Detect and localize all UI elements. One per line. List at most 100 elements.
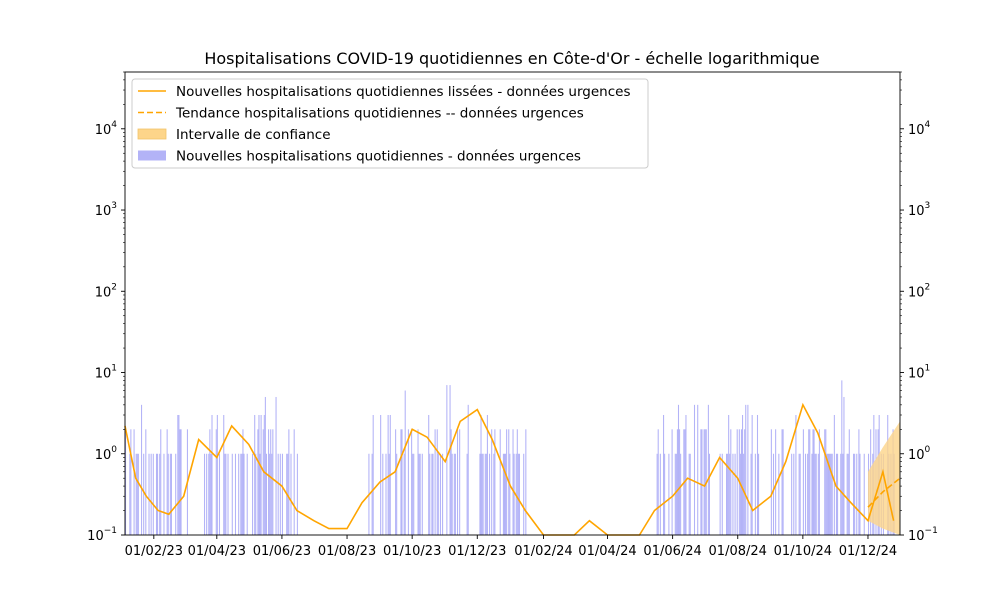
bar <box>781 429 783 535</box>
y-tick-label-left: 103 <box>95 201 117 219</box>
x-tick-label: 01/12/24 <box>839 544 897 559</box>
bar <box>136 453 138 535</box>
bar <box>656 453 658 535</box>
bar <box>668 453 670 535</box>
bar <box>688 453 690 535</box>
bar <box>677 404 680 535</box>
bar <box>208 453 210 535</box>
legend: Nouvelles hospitalisations quotidiennes … <box>131 78 649 169</box>
bars-layer <box>125 380 895 535</box>
axes-layer: 01/02/23 01/04/23 01/06/23 01/08/23 01/10/23… <box>87 71 938 559</box>
bar <box>726 453 728 535</box>
bar <box>432 453 434 535</box>
legend-label: Nouvelles hospitalisations quotidiennes … <box>176 84 630 100</box>
chart-title: Hospitalisations COVID-19 quotidiennes e… <box>204 49 819 68</box>
legend-box <box>131 78 649 169</box>
legend-label: Intervalle de confiance <box>176 127 331 143</box>
bar <box>203 453 206 535</box>
bar <box>218 453 221 535</box>
bar <box>293 429 295 535</box>
bar <box>442 453 444 535</box>
bar <box>225 453 227 535</box>
bar <box>268 429 270 535</box>
bar <box>708 453 710 535</box>
bar <box>772 453 775 535</box>
bar <box>160 429 162 535</box>
bar <box>830 453 832 535</box>
bar <box>418 453 420 535</box>
bar <box>264 396 266 535</box>
bar <box>180 429 182 535</box>
y-tick-label-left: 10−1 <box>87 526 117 544</box>
bar <box>719 453 721 535</box>
x-tick-label: 01/02/23 <box>125 544 183 559</box>
bar <box>269 453 271 535</box>
legend-swatch-patch <box>137 128 167 140</box>
bar <box>657 429 659 535</box>
bar <box>421 453 423 535</box>
bar <box>227 453 229 535</box>
bar <box>255 453 257 535</box>
bar <box>734 453 736 535</box>
bar <box>243 453 245 535</box>
bar <box>732 453 734 535</box>
bar <box>466 453 468 535</box>
bar <box>841 380 843 535</box>
bar <box>506 429 508 535</box>
bar <box>516 429 518 535</box>
smoothed-line <box>124 402 895 536</box>
bar <box>238 453 240 535</box>
bar <box>417 429 419 535</box>
bar <box>170 453 172 535</box>
bar <box>778 453 780 535</box>
bar <box>242 429 244 535</box>
bar <box>751 414 753 535</box>
bar <box>730 429 732 535</box>
bar <box>372 414 374 535</box>
bar <box>739 453 741 535</box>
bar <box>395 429 397 535</box>
x-tick-label: 01/10/23 <box>383 544 441 559</box>
bar <box>223 414 225 535</box>
bar <box>485 453 487 535</box>
bar <box>663 414 665 535</box>
y-tick-label-right: 101 <box>908 364 930 382</box>
bar <box>157 453 159 535</box>
bar <box>858 429 860 535</box>
x-tick-label: 01/10/24 <box>774 544 832 559</box>
bar <box>385 453 387 535</box>
bar <box>824 429 826 535</box>
bar <box>509 453 511 535</box>
bar <box>240 453 242 535</box>
x-tick-label: 01/04/23 <box>188 544 246 559</box>
bar <box>659 453 661 535</box>
bar <box>290 453 292 535</box>
y-tick-label-left: 104 <box>95 120 118 138</box>
bar <box>740 429 743 535</box>
bar <box>167 453 169 535</box>
bar <box>277 453 279 535</box>
bar <box>401 429 403 535</box>
legend-label: Tendance hospitalisations quotidiennes -… <box>175 106 584 122</box>
bar <box>807 453 809 535</box>
bar <box>396 453 398 535</box>
bar <box>137 453 139 535</box>
bar <box>809 429 811 535</box>
bar <box>489 453 491 535</box>
bar <box>275 396 277 535</box>
bar <box>680 453 682 535</box>
bar <box>270 429 272 535</box>
bar <box>837 453 839 535</box>
bar <box>798 453 800 535</box>
bar <box>155 453 158 535</box>
bar <box>486 414 488 535</box>
bar <box>818 429 820 535</box>
bar <box>429 453 431 535</box>
bar <box>856 453 858 535</box>
bar <box>505 453 507 535</box>
bar <box>388 453 390 535</box>
bar <box>671 429 673 535</box>
bar <box>281 453 283 535</box>
bar <box>799 453 801 535</box>
